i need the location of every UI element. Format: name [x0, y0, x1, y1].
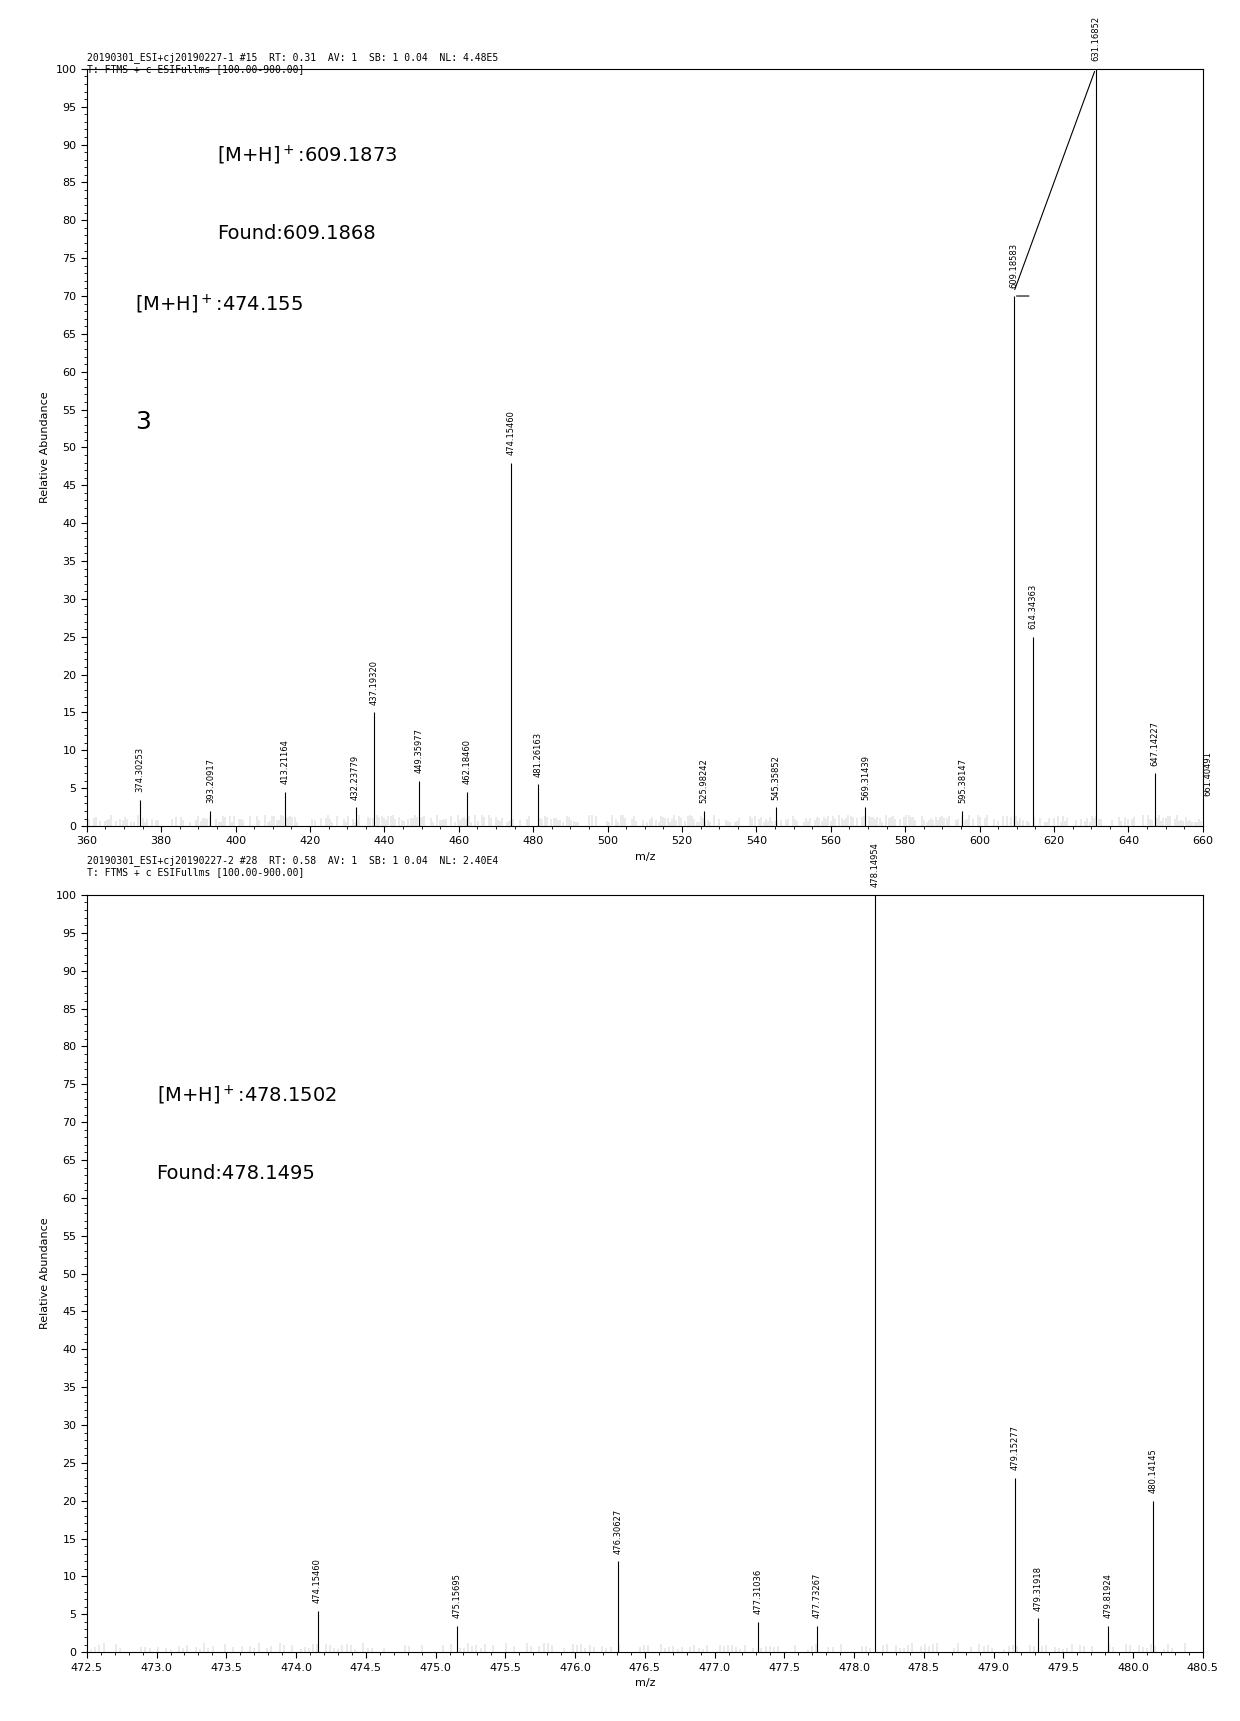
Text: [M+H]$^+$:474.155: [M+H]$^+$:474.155 [135, 293, 304, 317]
Text: 631.16852: 631.16852 [1091, 15, 1100, 62]
Text: 480.14145: 480.14145 [1148, 1449, 1157, 1494]
Text: 374.30253: 374.30253 [135, 747, 145, 792]
Text: T: FTMS + c ESIFullms [100.00-900.00]: T: FTMS + c ESIFullms [100.00-900.00] [87, 64, 304, 74]
Text: [M+H]$^+$:609.1873: [M+H]$^+$:609.1873 [217, 145, 398, 167]
Text: 609.18583: 609.18583 [1009, 243, 1018, 289]
Text: 569.31439: 569.31439 [861, 754, 870, 800]
Text: 432.23779: 432.23779 [351, 754, 360, 800]
Text: 479.31918: 479.31918 [1034, 1566, 1043, 1611]
Text: 474.15460: 474.15460 [314, 1558, 322, 1602]
Text: 477.31036: 477.31036 [754, 1570, 763, 1614]
X-axis label: m/z: m/z [635, 852, 655, 862]
Text: 437.19320: 437.19320 [370, 659, 378, 706]
Text: 462.18460: 462.18460 [463, 740, 471, 785]
Text: 477.73267: 477.73267 [812, 1573, 821, 1618]
Text: [M+H]$^+$:478.1502: [M+H]$^+$:478.1502 [156, 1084, 337, 1107]
Text: 661.40491: 661.40491 [1204, 750, 1213, 795]
Text: 413.21164: 413.21164 [280, 740, 289, 785]
Text: 525.98242: 525.98242 [699, 759, 709, 804]
Text: 3: 3 [135, 410, 151, 434]
Text: Found:609.1868: Found:609.1868 [217, 224, 376, 243]
Text: 481.26163: 481.26163 [533, 731, 542, 776]
Text: 545.35852: 545.35852 [771, 756, 781, 800]
Text: 20190301_ESI+cj20190227-1 #15  RT: 0.31  AV: 1  SB: 1 0.04  NL: 4.48E5: 20190301_ESI+cj20190227-1 #15 RT: 0.31 A… [87, 52, 498, 62]
Text: 478.14954: 478.14954 [870, 843, 879, 888]
Text: 393.20917: 393.20917 [206, 759, 215, 804]
Text: 475.15695: 475.15695 [453, 1573, 463, 1618]
Text: 479.81924: 479.81924 [1104, 1573, 1112, 1618]
Text: Found:478.1495: Found:478.1495 [156, 1163, 315, 1182]
Text: 476.30627: 476.30627 [614, 1509, 622, 1554]
Text: 474.15460: 474.15460 [507, 410, 516, 454]
Text: 449.35977: 449.35977 [414, 728, 424, 773]
Text: 20190301_ESI+cj20190227-2 #28  RT: 0.58  AV: 1  SB: 1 0.04  NL: 2.40E4: 20190301_ESI+cj20190227-2 #28 RT: 0.58 A… [87, 855, 498, 866]
Y-axis label: Relative Abundance: Relative Abundance [40, 1218, 50, 1329]
Text: 595.38147: 595.38147 [959, 759, 967, 804]
Text: 647.14227: 647.14227 [1151, 721, 1159, 766]
Y-axis label: Relative Abundance: Relative Abundance [40, 392, 50, 503]
Text: 614.34363: 614.34363 [1028, 583, 1038, 630]
Text: T: FTMS + c ESIFullms [100.00-900.00]: T: FTMS + c ESIFullms [100.00-900.00] [87, 867, 304, 878]
Text: 479.15277: 479.15277 [1011, 1425, 1019, 1470]
X-axis label: m/z: m/z [635, 1678, 655, 1688]
